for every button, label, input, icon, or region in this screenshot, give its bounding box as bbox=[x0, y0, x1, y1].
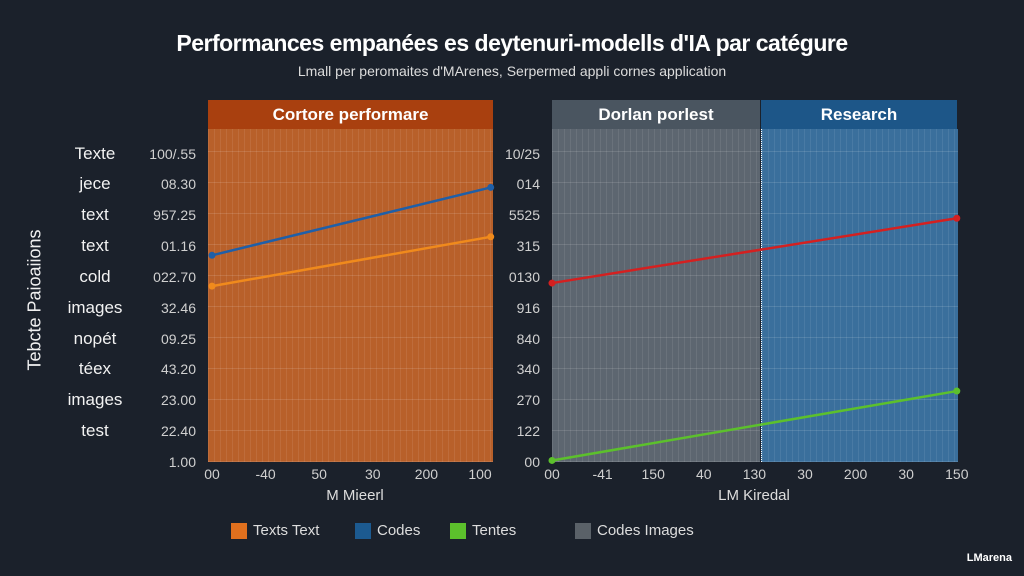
left-plot-area bbox=[208, 129, 493, 462]
legend-item: Codes bbox=[355, 522, 420, 539]
series-line bbox=[551, 389, 958, 462]
category-label: images bbox=[67, 390, 123, 410]
y-tick-label: 340 bbox=[516, 361, 540, 378]
x-tick-label: 00 bbox=[204, 466, 220, 482]
x-tick-label: 30 bbox=[365, 466, 381, 482]
x-tick-label: 100 bbox=[468, 466, 492, 482]
data-point bbox=[548, 456, 556, 464]
legend-label: Codes bbox=[377, 522, 421, 539]
y-tick-label: 22.40 bbox=[160, 423, 196, 440]
x-tick-label: 30 bbox=[898, 466, 914, 482]
x-tick-label: 30 bbox=[797, 466, 813, 482]
legend-swatch bbox=[450, 522, 466, 539]
y-tick-label: 09.25 bbox=[160, 330, 196, 347]
data-point bbox=[548, 279, 556, 287]
right-panel-header-1: Dorlan porlest bbox=[552, 100, 760, 129]
y-tick-label: 957.25 bbox=[153, 207, 196, 224]
left-x-axis-label: M Mieerl bbox=[326, 487, 384, 504]
x-tick-label: 200 bbox=[414, 466, 439, 482]
legend-item: Codes Images bbox=[575, 522, 694, 539]
category-label: text bbox=[81, 236, 109, 256]
series-line bbox=[551, 217, 957, 285]
x-tick-label: 150 bbox=[945, 466, 969, 482]
x-tick-label: 130 bbox=[742, 466, 767, 482]
y-tick-label: 00 bbox=[524, 454, 540, 470]
category-label: test bbox=[81, 421, 109, 441]
left-panel-header: Cortore performare bbox=[208, 100, 493, 129]
series-line bbox=[211, 186, 492, 257]
y-tick-label: 5525 bbox=[508, 207, 540, 224]
data-point bbox=[953, 387, 961, 395]
chart-subtitle: Lmall per peromaites d'MArenes, Serperme… bbox=[297, 63, 727, 79]
y-tick-label: 122 bbox=[516, 423, 540, 440]
legend-label: Texts Text bbox=[253, 522, 320, 539]
x-tick-label: 200 bbox=[843, 466, 868, 482]
y-tick-label: 014 bbox=[516, 176, 540, 193]
legend-swatch bbox=[355, 522, 371, 539]
y-tick-label: 022.70 bbox=[153, 268, 196, 285]
legend-label: Tentes bbox=[472, 522, 517, 539]
data-point bbox=[487, 233, 495, 241]
data-point bbox=[208, 282, 216, 290]
y-tick-label: 08.30 bbox=[160, 176, 196, 193]
category-label: noρét bbox=[73, 328, 117, 348]
right-panel-header-2: Research bbox=[761, 100, 957, 129]
x-tick-label: 00 bbox=[544, 466, 560, 482]
data-point bbox=[208, 251, 216, 259]
x-tick-label: 50 bbox=[311, 466, 327, 482]
category-label: cold bbox=[79, 266, 111, 286]
x-tick-label: -40 bbox=[255, 466, 276, 482]
series-line bbox=[211, 235, 491, 288]
y-tick-label: 840 bbox=[516, 330, 540, 347]
category-label: text bbox=[81, 205, 109, 225]
category-label: téex bbox=[78, 359, 112, 379]
y-tick-label: 0130 bbox=[508, 268, 540, 285]
data-point bbox=[953, 214, 961, 222]
right-x-axis-label: LM Kiredal bbox=[718, 487, 790, 504]
brand-logo: LMarena bbox=[966, 552, 1012, 564]
y-tick-label: 01.16 bbox=[160, 238, 196, 255]
category-label: Texte bbox=[74, 143, 116, 163]
y-tick-label: 100/.55 bbox=[149, 145, 196, 162]
y-tick-label: 315 bbox=[516, 238, 540, 255]
category-label: images bbox=[67, 297, 123, 317]
x-tick-label: -41 bbox=[592, 466, 613, 482]
x-tick-label: 40 bbox=[696, 466, 712, 482]
y-tick-label: 916 bbox=[516, 299, 540, 316]
legend-swatch bbox=[575, 522, 591, 539]
category-label: jece bbox=[79, 174, 111, 194]
data-point bbox=[487, 183, 495, 191]
legend-swatch bbox=[231, 522, 247, 539]
y-tick-label: 270 bbox=[516, 392, 540, 409]
legend-item: Tentes bbox=[450, 522, 516, 539]
y-tick-label: 23.00 bbox=[160, 392, 196, 409]
y-tick-label: 32.46 bbox=[160, 299, 196, 316]
y-tick-label: 1.00 bbox=[168, 454, 196, 470]
x-tick-label: 150 bbox=[641, 466, 665, 482]
legend-item: Texts Text bbox=[231, 522, 319, 539]
y-tick-label: 10/25 bbox=[504, 145, 540, 162]
y-tick-label: 43.20 bbox=[160, 361, 196, 378]
right-plot-area-gray bbox=[552, 129, 760, 462]
legend-label: Codes Images bbox=[597, 522, 694, 539]
chart-title: Performances empanées es deytenuri-model… bbox=[176, 30, 848, 56]
